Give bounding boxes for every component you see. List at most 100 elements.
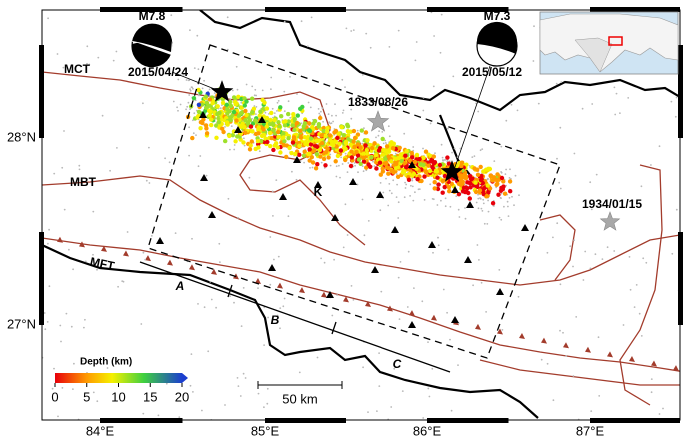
aftershock xyxy=(309,155,314,160)
gray-dot xyxy=(540,358,543,361)
gray-dot xyxy=(556,157,558,160)
gray-dot xyxy=(101,114,104,117)
gray-dot xyxy=(485,311,487,313)
aftershock xyxy=(369,155,374,160)
aftershock xyxy=(475,172,481,177)
aftershock xyxy=(264,106,270,111)
aftershock xyxy=(297,143,302,148)
gray-dot xyxy=(397,217,400,219)
gray-dot xyxy=(367,411,369,413)
gray-dot xyxy=(264,111,267,114)
station xyxy=(279,193,287,200)
gray-dot xyxy=(401,390,404,392)
gray-dot xyxy=(650,378,653,380)
gray-dot xyxy=(283,110,286,112)
gray-dot xyxy=(537,102,540,105)
gray-dot xyxy=(429,183,432,186)
aftershock xyxy=(333,139,338,144)
gray-dot xyxy=(464,217,467,220)
aftershock xyxy=(258,109,263,114)
gray-dot xyxy=(590,208,593,211)
aftershock xyxy=(484,167,489,172)
profile-label: A xyxy=(175,279,185,293)
aftershock xyxy=(466,190,471,196)
station xyxy=(199,111,207,118)
longitude-label: 87°E xyxy=(576,423,605,438)
aftershock xyxy=(459,160,465,165)
gray-dot xyxy=(375,136,377,139)
aftershock xyxy=(225,111,230,116)
gray-dot xyxy=(479,197,481,199)
gray-dot xyxy=(559,187,562,190)
gray-dot xyxy=(442,159,444,162)
aftershock xyxy=(431,154,436,159)
gray-dot xyxy=(231,89,234,92)
aftershock xyxy=(456,181,462,186)
gray-dot xyxy=(507,205,509,208)
fault-tooth xyxy=(101,245,107,252)
station xyxy=(208,211,216,218)
gray-dot xyxy=(157,414,160,417)
gray-dot xyxy=(226,48,229,51)
gray-dot xyxy=(475,201,478,204)
aftershock xyxy=(502,191,508,196)
gray-dot xyxy=(44,328,47,331)
gray-dot xyxy=(218,242,221,245)
aftershock xyxy=(373,153,379,158)
gray-dot xyxy=(263,344,265,346)
gray-dot xyxy=(191,237,193,240)
gray-dot xyxy=(403,196,406,199)
aftershock xyxy=(294,120,300,126)
gray-dot xyxy=(440,143,443,146)
aftershock xyxy=(432,186,437,191)
gray-dot xyxy=(235,65,238,68)
aftershock xyxy=(462,172,467,177)
gray-dot xyxy=(387,125,390,128)
gray-dot xyxy=(422,417,425,419)
station xyxy=(391,226,399,233)
gray-dot xyxy=(459,147,462,150)
gray-dot xyxy=(261,89,264,92)
gray-dot xyxy=(270,76,273,79)
gray-dot xyxy=(396,183,398,186)
gray-dot xyxy=(346,171,349,174)
gray-dot xyxy=(444,159,447,161)
gray-dot xyxy=(266,387,269,390)
aftershock xyxy=(363,130,369,135)
gray-dot xyxy=(287,215,290,218)
gray-dot xyxy=(63,130,65,132)
aftershock xyxy=(345,124,351,129)
aftershock xyxy=(508,189,513,194)
aftershock xyxy=(225,106,230,112)
aftershock xyxy=(203,123,209,128)
gray-dot xyxy=(556,222,559,225)
gray-dot xyxy=(255,106,258,108)
aftershock xyxy=(263,136,268,141)
gray-dot xyxy=(498,269,501,271)
gray-dot xyxy=(501,329,504,331)
gray-dot xyxy=(237,385,240,387)
aftershock xyxy=(335,135,340,141)
gray-dot xyxy=(329,153,332,156)
gray-dot xyxy=(86,62,88,65)
gray-dot xyxy=(320,257,322,260)
aftershock xyxy=(323,133,328,139)
fault-label: MBT xyxy=(70,175,97,189)
aftershock xyxy=(446,185,452,190)
aftershock xyxy=(276,120,281,125)
gray-dot xyxy=(385,177,387,180)
aftershock xyxy=(271,147,276,153)
gray-dot xyxy=(581,107,584,110)
gray-dot xyxy=(283,20,286,23)
gray-dot xyxy=(117,285,119,288)
gray-dot xyxy=(321,107,324,110)
gray-dot xyxy=(507,215,510,218)
gray-dot xyxy=(482,198,485,201)
aftershock xyxy=(432,180,437,185)
aftershock xyxy=(276,134,281,140)
gray-dot xyxy=(361,198,364,201)
aftershock xyxy=(395,174,401,179)
aftershock xyxy=(290,123,295,128)
gray-dot xyxy=(275,179,278,182)
gray-dot xyxy=(208,88,211,91)
